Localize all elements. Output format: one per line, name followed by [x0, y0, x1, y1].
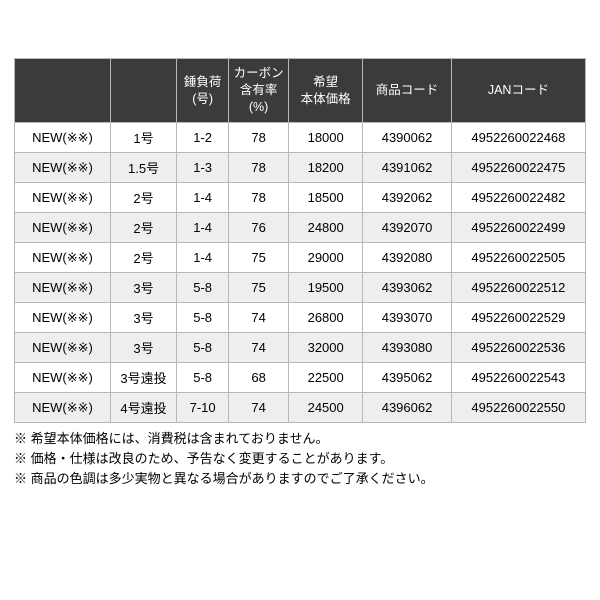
- cell: 2号: [110, 213, 176, 243]
- cell: 75: [229, 243, 289, 273]
- cell: 24500: [289, 393, 363, 423]
- cell: 4952260022505: [451, 243, 585, 273]
- cell: 1-3: [177, 153, 229, 183]
- col-header-1: [110, 59, 176, 123]
- cell: 78: [229, 123, 289, 153]
- cell: NEW(※※): [15, 363, 111, 393]
- cell: NEW(※※): [15, 393, 111, 423]
- cell: 4952260022543: [451, 363, 585, 393]
- cell: NEW(※※): [15, 303, 111, 333]
- table-row: NEW(※※)2号1-4781850043920624952260022482: [15, 183, 586, 213]
- cell: 2号: [110, 243, 176, 273]
- cell: 4390062: [363, 123, 452, 153]
- table-row: NEW(※※)1号1-2781800043900624952260022468: [15, 123, 586, 153]
- cell: 7-10: [177, 393, 229, 423]
- cell: 4952260022475: [451, 153, 585, 183]
- cell: 1-4: [177, 183, 229, 213]
- cell: 4952260022512: [451, 273, 585, 303]
- cell: 5-8: [177, 303, 229, 333]
- cell: 1-4: [177, 213, 229, 243]
- table-head: 錘負荷 (号)カーボン 含有率 (%)希望 本体価格商品コードJANコード: [15, 59, 586, 123]
- cell: 4396062: [363, 393, 452, 423]
- note-line: ※ 商品の色調は多少実物と異なる場合がありますのでご了承ください。: [14, 469, 586, 489]
- cell: 4393062: [363, 273, 452, 303]
- cell: 76: [229, 213, 289, 243]
- col-header-5: 商品コード: [363, 59, 452, 123]
- cell: 1号: [110, 123, 176, 153]
- cell: NEW(※※): [15, 183, 111, 213]
- col-header-3: カーボン 含有率 (%): [229, 59, 289, 123]
- cell: 4392070: [363, 213, 452, 243]
- cell: 4395062: [363, 363, 452, 393]
- cell: 78: [229, 183, 289, 213]
- cell: 4392062: [363, 183, 452, 213]
- cell: 26800: [289, 303, 363, 333]
- notes-block: ※ 希望本体価格には、消費税は含まれておりません。※ 価格・仕様は改良のため、予…: [14, 429, 586, 489]
- cell: 29000: [289, 243, 363, 273]
- cell: NEW(※※): [15, 333, 111, 363]
- cell: 18200: [289, 153, 363, 183]
- cell: 4392080: [363, 243, 452, 273]
- cell: 78: [229, 153, 289, 183]
- cell: 75: [229, 273, 289, 303]
- cell: 4952260022468: [451, 123, 585, 153]
- cell: 1-4: [177, 243, 229, 273]
- col-header-4: 希望 本体価格: [289, 59, 363, 123]
- cell: NEW(※※): [15, 123, 111, 153]
- table-row: NEW(※※)2号1-4752900043920804952260022505: [15, 243, 586, 273]
- cell: 18000: [289, 123, 363, 153]
- cell: 68: [229, 363, 289, 393]
- cell: 4952260022536: [451, 333, 585, 363]
- cell: 19500: [289, 273, 363, 303]
- cell: 4393080: [363, 333, 452, 363]
- cell: 1-2: [177, 123, 229, 153]
- cell: NEW(※※): [15, 273, 111, 303]
- cell: 3号: [110, 333, 176, 363]
- cell: 3号: [110, 273, 176, 303]
- cell: 1.5号: [110, 153, 176, 183]
- table-body: NEW(※※)1号1-2781800043900624952260022468N…: [15, 123, 586, 423]
- cell: 74: [229, 393, 289, 423]
- table-row: NEW(※※)3号5-8742680043930704952260022529: [15, 303, 586, 333]
- col-header-0: [15, 59, 111, 123]
- cell: NEW(※※): [15, 243, 111, 273]
- col-header-6: JANコード: [451, 59, 585, 123]
- cell: 2号: [110, 183, 176, 213]
- cell: NEW(※※): [15, 153, 111, 183]
- cell: 32000: [289, 333, 363, 363]
- table-row: NEW(※※)3号5-8751950043930624952260022512: [15, 273, 586, 303]
- note-line: ※ 希望本体価格には、消費税は含まれておりません。: [14, 429, 586, 449]
- cell: 18500: [289, 183, 363, 213]
- col-header-2: 錘負荷 (号): [177, 59, 229, 123]
- cell: 74: [229, 303, 289, 333]
- table-container: 錘負荷 (号)カーボン 含有率 (%)希望 本体価格商品コードJANコード NE…: [0, 0, 600, 489]
- header-row: 錘負荷 (号)カーボン 含有率 (%)希望 本体価格商品コードJANコード: [15, 59, 586, 123]
- table-row: NEW(※※)2号1-4762480043920704952260022499: [15, 213, 586, 243]
- cell: 24800: [289, 213, 363, 243]
- cell: NEW(※※): [15, 213, 111, 243]
- table-row: NEW(※※)3号遠投5-868225004395062495226002254…: [15, 363, 586, 393]
- cell: 3号: [110, 303, 176, 333]
- cell: 74: [229, 333, 289, 363]
- cell: 4952260022550: [451, 393, 585, 423]
- table-row: NEW(※※)4号遠投7-107424500439606249522600225…: [15, 393, 586, 423]
- cell: 5-8: [177, 273, 229, 303]
- table-row: NEW(※※)3号5-8743200043930804952260022536: [15, 333, 586, 363]
- cell: 5-8: [177, 363, 229, 393]
- cell: 4952260022482: [451, 183, 585, 213]
- note-line: ※ 価格・仕様は改良のため、予告なく変更することがあります。: [14, 449, 586, 469]
- cell: 4号遠投: [110, 393, 176, 423]
- cell: 4952260022499: [451, 213, 585, 243]
- cell: 5-8: [177, 333, 229, 363]
- cell: 3号遠投: [110, 363, 176, 393]
- cell: 4952260022529: [451, 303, 585, 333]
- table-row: NEW(※※)1.5号1-378182004391062495226002247…: [15, 153, 586, 183]
- cell: 4393070: [363, 303, 452, 333]
- spec-table: 錘負荷 (号)カーボン 含有率 (%)希望 本体価格商品コードJANコード NE…: [14, 58, 586, 423]
- cell: 4391062: [363, 153, 452, 183]
- cell: 22500: [289, 363, 363, 393]
